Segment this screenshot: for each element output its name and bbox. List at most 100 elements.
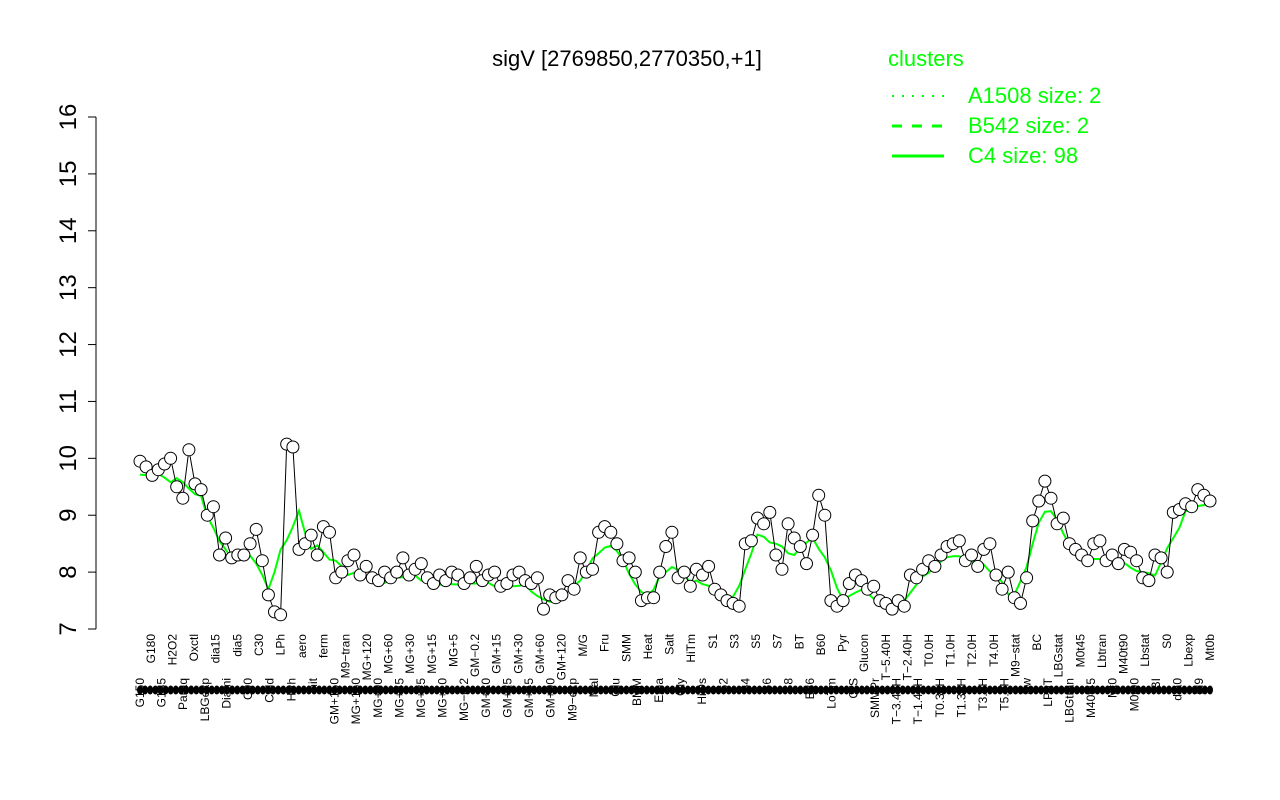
data-point [1044,491,1058,505]
x-tick-label: T−3.40H [890,678,904,724]
x-tick-label: Heat [641,633,655,659]
x-tick-label: MG+30 [403,634,417,674]
y-tick-label: 12 [55,331,82,358]
x-tick-label: HiTm [684,634,698,663]
data-point [488,565,502,579]
rug-mark [556,685,563,695]
data-point [897,599,911,613]
data-point [971,559,985,573]
rug-mark [449,685,456,695]
y-tick-label: 15 [55,161,82,188]
data-point [1142,574,1156,588]
rug-mark [341,685,348,695]
data-point [952,534,966,548]
rug-mark [1140,685,1147,695]
x-tick-label: S1 [706,634,720,649]
x-tick-label: G150 [133,678,147,708]
data-point [836,594,850,608]
rug-mark [710,685,717,695]
x-tick-label: M9−stat [1009,633,1023,677]
x-tick-label: Lbexp [1181,634,1195,667]
x-tick-label: dia0 [1171,678,1185,701]
x-tick-label: Mt0 [1106,678,1120,698]
x-tick-label: G180 [144,634,158,664]
x-tick-label: Oxctl [187,634,201,661]
x-tick-label: M40t90 [1117,634,1131,674]
data-point [665,525,679,539]
rug-mark [515,685,522,695]
x-tick-label: S5 [749,634,763,649]
data-point [677,565,691,579]
x-tick-label: M/G [576,634,590,657]
rug-mark [1120,685,1126,695]
x-tick-label: S2 [717,678,731,693]
x-tick-label: LBGtran [1063,678,1077,723]
rug-mark [1207,685,1213,695]
rug-mark [167,685,174,695]
data-point [1093,534,1107,548]
data-point [806,528,820,542]
data-point [323,525,336,539]
data-point [995,582,1009,596]
data-point [812,488,826,502]
y-tick-label: 8 [55,565,82,578]
rug-mark [1032,685,1039,695]
x-tick-label: GM+150 [328,678,342,725]
x-tick-label: Salt [663,633,677,654]
y-axis: 7 8 9 10 11 12 13 14 15 16 [55,104,97,636]
x-tick-label: S6 [760,678,774,693]
x-tick-label: T0.0H [922,634,936,667]
data-point [537,602,550,616]
x-tick-label: T3.0H [976,678,990,711]
x-tick-label: GM+30 [511,634,525,674]
data-point [653,565,667,579]
x-tick-label: Cold [263,678,277,703]
legend-entry-2: B542 size: 2 [968,113,1089,138]
x-tick-label: Paraq [176,678,190,710]
data-point [1038,474,1052,488]
data-point [206,500,220,514]
data-point [1160,565,1174,579]
data-point [800,557,813,571]
chart-title: sigV [2769850,2770350,+1] [492,46,762,71]
rug-mark [1099,685,1106,695]
data-point [1056,511,1070,525]
rug-mark [925,685,932,695]
data-point [176,491,190,505]
x-tick-label: S0 [1160,634,1174,649]
data-point [1154,551,1168,565]
y-tick-label: 13 [55,274,82,301]
rug-mark [254,685,261,695]
data-point [781,517,795,531]
x-tick-label: Pyr [836,634,850,652]
x-tick-label: MG+10 [436,678,450,718]
x-tick-label: HiOs [695,678,709,705]
data-point [1020,571,1034,585]
data-point [775,562,789,576]
x-tick-label: T−5.40H [879,634,893,680]
x-tick-label: Glu [609,678,623,697]
x-tick-label: B36 [803,678,817,700]
x-tick-label: MG+25 [414,678,428,718]
x-tick-label: B60 [814,634,828,656]
y-tick-label: 11 [55,389,82,414]
data-point [261,588,275,602]
x-tick-label: BMM [630,678,644,706]
cluster-line-c4 [139,472,1211,613]
rug-mark [1012,685,1019,695]
x-tick-label: G135 [155,678,169,708]
data-point [1014,596,1027,610]
legend-title: clusters [888,46,964,71]
rug-mark [904,685,911,695]
legend: clusters A1508 size: 2 B542 size: 2 C4 s… [888,46,1101,168]
x-tick-label: dia15 [209,634,223,664]
x-tick-label: LPhT [1041,677,1055,706]
data-point [647,591,661,605]
rug-mark [321,685,328,695]
data-point [732,599,746,613]
x-tick-label: MG+150 [349,678,363,725]
x-tick-label: T2.0H [965,634,979,667]
rug-mark [147,685,154,695]
x-tick-label: T1.30H [954,678,968,717]
y-tick-label: 16 [55,104,82,131]
